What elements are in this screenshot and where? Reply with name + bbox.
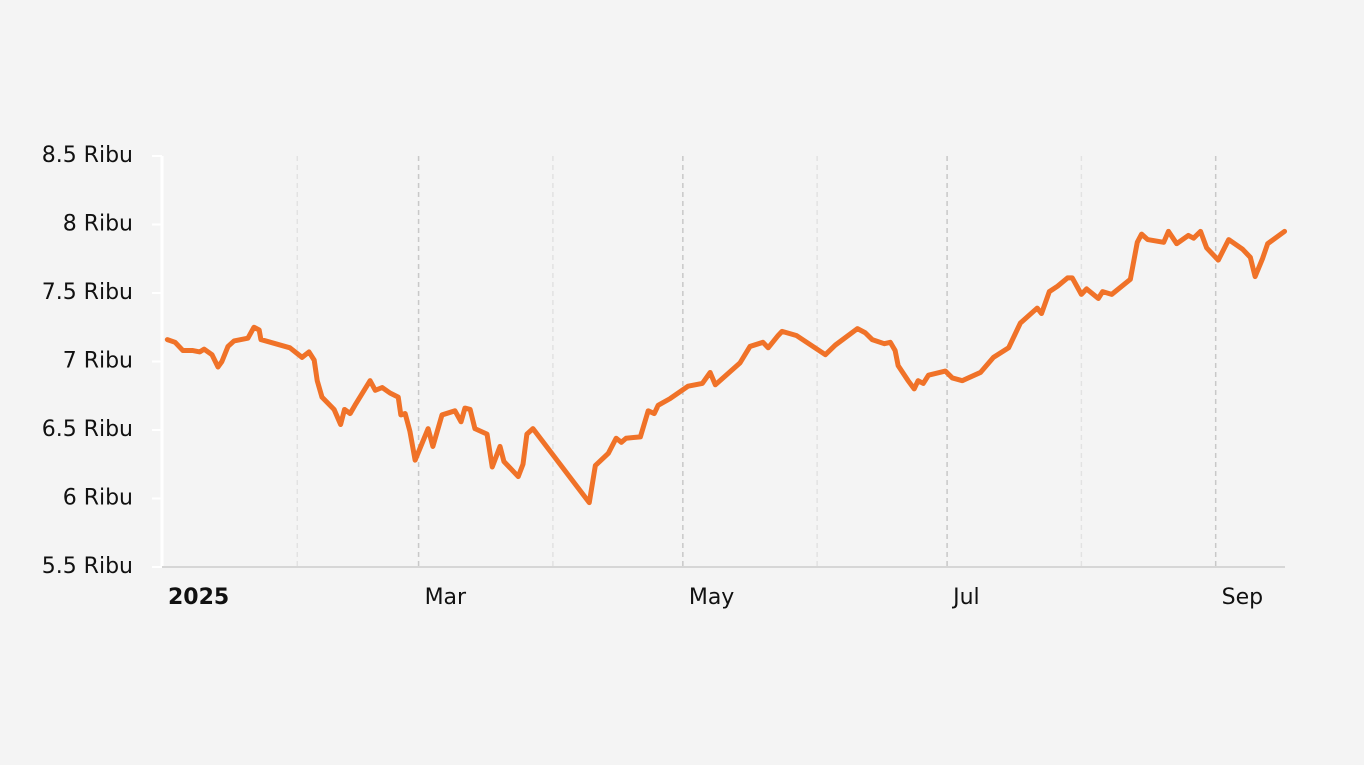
x-tick-label: Mar: [425, 585, 467, 610]
price-line: [164, 228, 1288, 506]
y-tick-label: 8 Ribu: [63, 212, 133, 237]
y-tick-label: 6 Ribu: [63, 486, 133, 511]
x-tick-label: May: [689, 585, 734, 610]
x-tick-label: Sep: [1222, 585, 1263, 610]
y-tick-label: 5.5 Ribu: [42, 554, 133, 579]
x-tick-label: Jul: [951, 585, 980, 610]
y-tick-label: 7 Ribu: [63, 349, 133, 374]
y-tick-label: 7.5 Ribu: [42, 280, 133, 305]
x-tick-label: 2025: [168, 585, 229, 610]
y-tick-label: 8.5 Ribu: [42, 143, 133, 168]
y-tick-label: 6.5 Ribu: [42, 417, 133, 442]
